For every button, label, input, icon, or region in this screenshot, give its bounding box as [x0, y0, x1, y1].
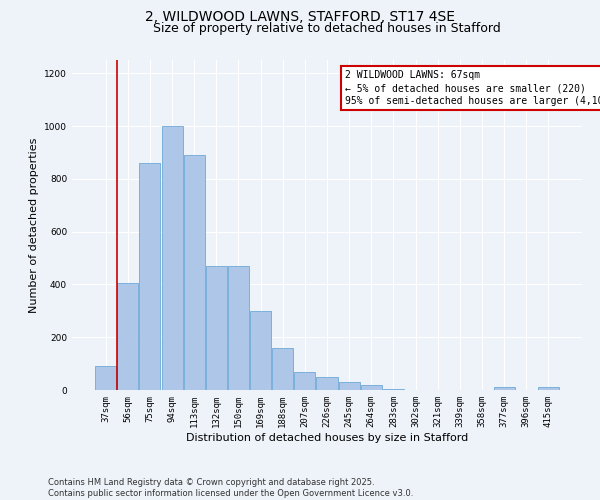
Bar	[228, 266, 249, 390]
Text: 2 WILDWOOD LAWNS: 67sqm
← 5% of detached houses are smaller (220)
95% of semi-de: 2 WILDWOOD LAWNS: 67sqm ← 5% of detached…	[345, 70, 600, 106]
Bar	[139, 163, 160, 390]
Bar	[316, 378, 338, 390]
Y-axis label: Number of detached properties: Number of detached properties	[29, 138, 38, 312]
Bar	[494, 388, 515, 390]
Bar	[118, 283, 139, 390]
Bar	[383, 388, 404, 390]
Bar	[184, 155, 205, 390]
Bar	[272, 348, 293, 390]
Title: Size of property relative to detached houses in Stafford: Size of property relative to detached ho…	[153, 22, 501, 35]
Bar	[338, 382, 359, 390]
Bar	[295, 372, 316, 390]
Text: Contains HM Land Registry data © Crown copyright and database right 2025.
Contai: Contains HM Land Registry data © Crown c…	[48, 478, 413, 498]
Bar	[361, 385, 382, 390]
Bar	[95, 366, 116, 390]
Bar	[206, 266, 227, 390]
Bar	[538, 388, 559, 390]
X-axis label: Distribution of detached houses by size in Stafford: Distribution of detached houses by size …	[186, 432, 468, 442]
Text: 2, WILDWOOD LAWNS, STAFFORD, ST17 4SE: 2, WILDWOOD LAWNS, STAFFORD, ST17 4SE	[145, 10, 455, 24]
Bar	[250, 311, 271, 390]
Bar	[161, 126, 182, 390]
